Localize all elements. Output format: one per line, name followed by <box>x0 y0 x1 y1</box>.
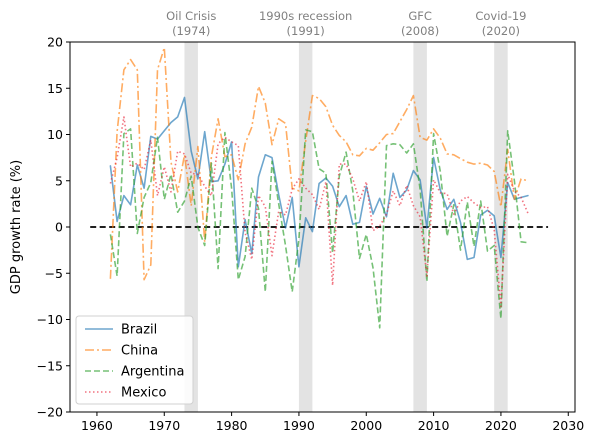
y-tick-label: −15 <box>37 358 63 373</box>
x-axis: 1960 1970 1980 1990 2000 2010 2020 2030 <box>81 412 584 433</box>
event-label: Covid-19 <box>475 9 526 23</box>
y-axis: −20 −15 −10 −5 0 5 10 15 20 <box>37 35 70 420</box>
legend: Brazil China Argentina Mexico <box>75 315 194 405</box>
y-axis-label: GDP growth rate (%) <box>9 160 24 294</box>
x-tick-label: 1980 <box>216 418 248 433</box>
legend-box <box>75 315 194 405</box>
x-tick-label: 2030 <box>552 418 584 433</box>
legend-label: Mexico <box>121 386 166 401</box>
y-tick-label: 15 <box>47 81 63 96</box>
event-year-label: (1991) <box>287 24 325 38</box>
event-year-label: (1974) <box>172 24 210 38</box>
legend-label: Argentina <box>121 365 184 380</box>
x-tick-label: 2020 <box>485 418 517 433</box>
event-label: Oil Crisis <box>166 9 216 23</box>
y-tick-label: −20 <box>37 405 63 420</box>
series-line-china <box>109 46 529 281</box>
y-tick-label: −10 <box>37 312 63 327</box>
series-layer <box>109 46 529 329</box>
series-line-argentina <box>109 128 529 329</box>
event-shading-layer: Oil Crisis(1974) 1990s recession(1991) GFC… <box>166 9 527 412</box>
legend-label: China <box>121 344 158 359</box>
event-label: 1990s recession <box>259 9 352 23</box>
x-tick-label: 1990 <box>283 418 315 433</box>
x-tick-label: 1960 <box>81 418 113 433</box>
event-label: GFC <box>408 9 432 23</box>
legend-label: Brazil <box>121 323 157 338</box>
y-tick-label: 20 <box>47 35 63 50</box>
x-tick-label: 1970 <box>148 418 180 433</box>
x-tick-label: 2010 <box>418 418 450 433</box>
y-tick-label: 5 <box>55 173 63 188</box>
x-tick-label: 2000 <box>350 418 382 433</box>
y-tick-label: 10 <box>47 127 63 142</box>
y-tick-label: −5 <box>45 266 63 281</box>
event-year-label: (2020) <box>482 24 520 38</box>
event-year-label: (2008) <box>401 24 439 38</box>
legend-items: Brazil China Argentina Mexico <box>85 323 184 401</box>
event-band <box>413 42 427 412</box>
y-tick-label: 0 <box>55 220 63 235</box>
series-line-brazil <box>109 96 529 268</box>
series-line-mexico <box>109 116 529 308</box>
event-band <box>298 42 313 412</box>
